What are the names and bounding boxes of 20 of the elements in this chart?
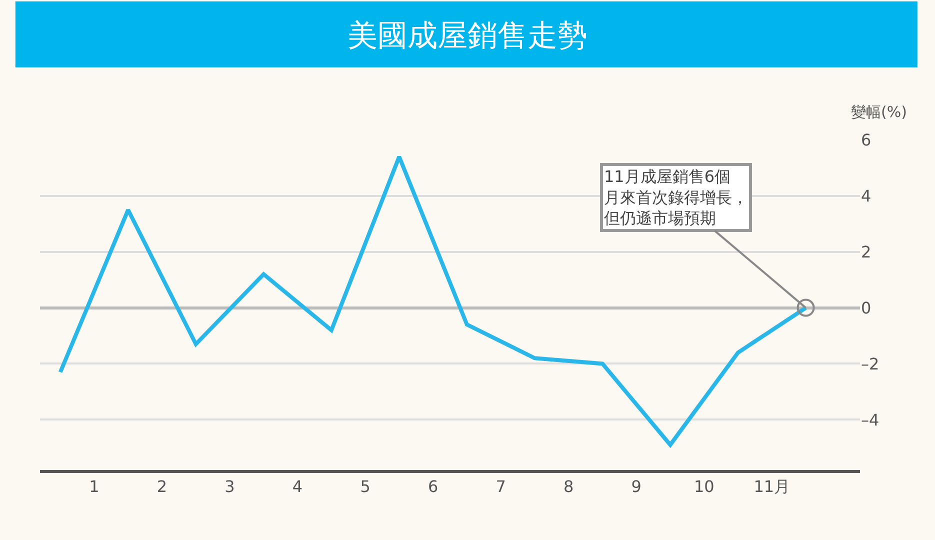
y-tick-label: –2 — [861, 354, 880, 374]
x-tick-label: 5 — [360, 477, 370, 496]
y-tick-label: 2 — [861, 242, 872, 262]
y-tick-label: 4 — [861, 186, 872, 206]
x-tick-label: 11月 — [754, 477, 790, 496]
x-tick-label: 7 — [496, 477, 506, 496]
x-tick-label: 1 — [89, 477, 100, 496]
x-tick-label: 8 — [564, 477, 574, 496]
x-tick-label: 3 — [224, 477, 235, 496]
x-tick-label: 4 — [292, 477, 303, 496]
x-tick-label: 9 — [631, 477, 642, 496]
x-tick-label: 2 — [156, 477, 168, 496]
x-tick-label: 10 — [694, 477, 714, 496]
y-tick-label: –4 — [861, 410, 880, 430]
y-tick-label: 0 — [861, 298, 872, 318]
y-axis-title: 變幅(%) — [851, 103, 907, 121]
y-tick-label: 6 — [861, 130, 872, 150]
annotation: 11月成屋銷售6個月來首次錄得增長，但仍遜市場預期 — [604, 167, 748, 228]
x-tick-label: 6 — [428, 477, 438, 496]
chart-title: 美國成屋銷售走勢 — [348, 18, 588, 54]
